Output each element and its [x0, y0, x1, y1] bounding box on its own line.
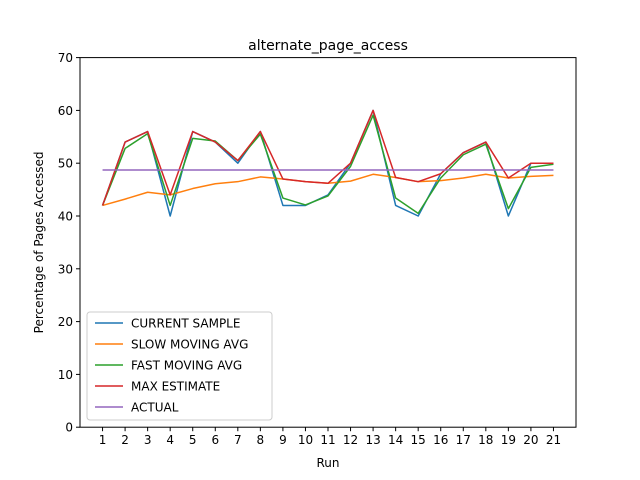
- series-line-max-estimate: [101, 109, 554, 206]
- x-tick-label: 10: [298, 433, 313, 447]
- x-tick-label: 1: [99, 433, 107, 447]
- x-tick-label: 6: [211, 433, 219, 447]
- x-tick-label: 2: [121, 433, 129, 447]
- x-tick-label: 4: [166, 433, 174, 447]
- x-tick-label: 3: [144, 433, 152, 447]
- legend-label: SLOW MOVING AVG: [131, 338, 248, 352]
- y-tick-label: 70: [58, 51, 73, 65]
- y-axis-label: Percentage of Pages Accessed: [32, 151, 46, 333]
- series-line-current-sample: [101, 109, 554, 217]
- x-tick-label: 21: [546, 433, 561, 447]
- legend-label: CURRENT SAMPLE: [131, 317, 240, 331]
- y-tick-label: 40: [58, 210, 73, 224]
- x-tick-label: 9: [279, 433, 287, 447]
- x-tick-label: 8: [257, 433, 265, 447]
- y-tick-label: 10: [58, 368, 73, 382]
- x-tick-label: 18: [478, 433, 493, 447]
- legend-label: MAX ESTIMATE: [131, 380, 220, 394]
- y-tick-label: 50: [58, 157, 73, 171]
- x-tick-label: 15: [411, 433, 426, 447]
- plot-area: [101, 109, 554, 217]
- legend: CURRENT SAMPLE SLOW MOVING AVG FAST MOVING…: [86, 311, 273, 421]
- series-line-fast-moving-avg: [101, 114, 554, 215]
- y-tick-label: 0: [65, 421, 73, 435]
- x-tick-label: 5: [189, 433, 197, 447]
- x-tick-label: 16: [433, 433, 448, 447]
- legend-label: FAST MOVING AVG: [131, 359, 242, 373]
- y-tick-label: 30: [58, 262, 73, 276]
- chart-title: alternate_page_access: [248, 38, 408, 54]
- legend-box: [86, 311, 273, 421]
- series-line-slow-moving-avg: [102, 173, 554, 207]
- y-tick-label: 60: [58, 104, 73, 118]
- y-tick-label: 20: [58, 315, 73, 329]
- x-axis-label: Run: [316, 456, 339, 470]
- x-tick-label: 17: [456, 433, 471, 447]
- x-tick-label: 12: [343, 433, 358, 447]
- x-tick-label: 7: [234, 433, 242, 447]
- x-tick-label: 19: [501, 433, 516, 447]
- legend-label: ACTUAL: [131, 401, 179, 415]
- x-tick-label: 11: [320, 433, 335, 447]
- x-tick-label: 14: [388, 433, 403, 447]
- x-tick-label: 13: [365, 433, 380, 447]
- x-tick-label: 20: [523, 433, 538, 447]
